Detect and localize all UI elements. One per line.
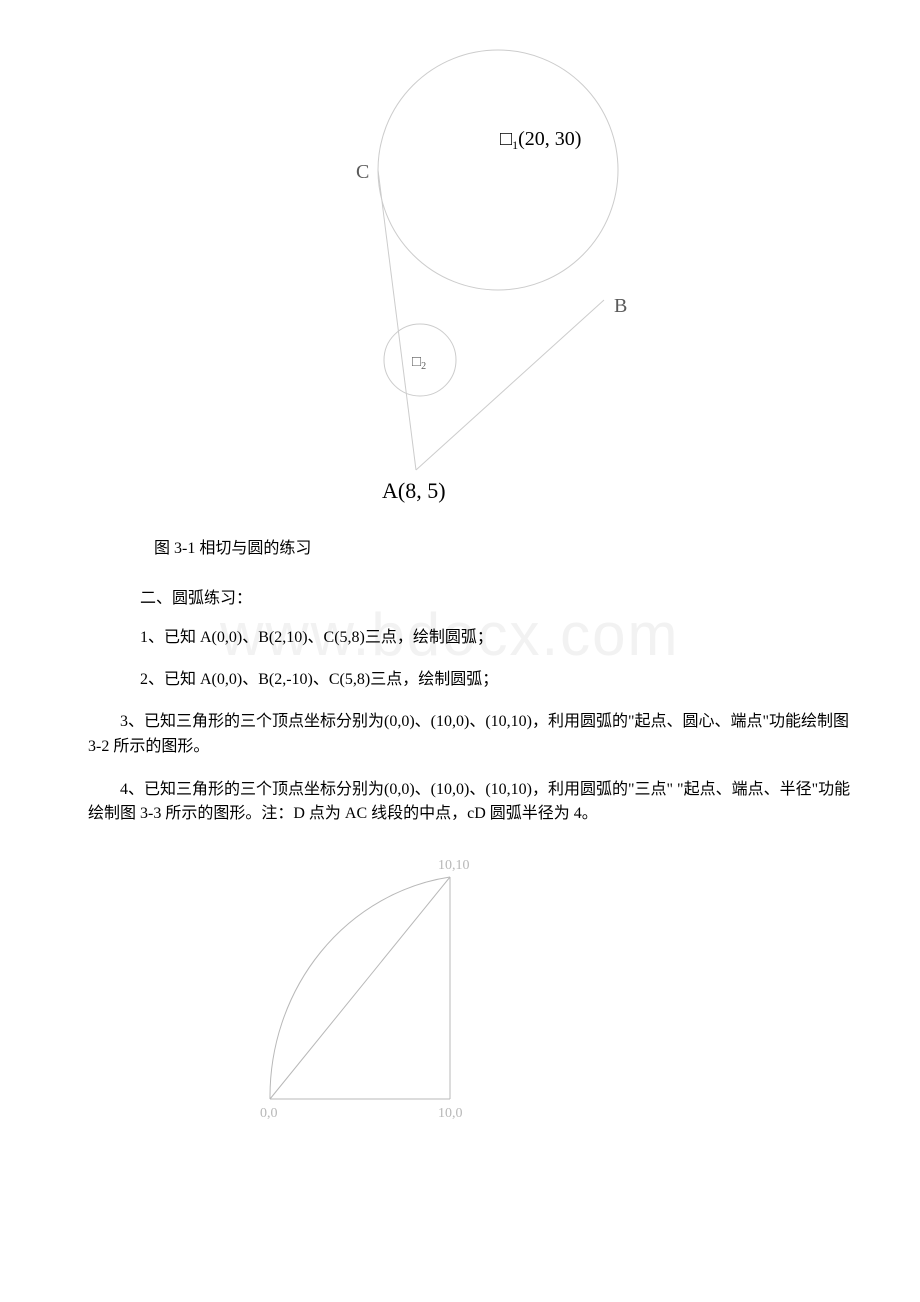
svg-text:0,0: 0,0 <box>260 1106 278 1121</box>
figure-3-2-svg: 0,0 10,0 10,10 <box>230 839 510 1129</box>
svg-text:10,10: 10,10 <box>438 858 470 873</box>
svg-text:B: B <box>614 295 627 317</box>
svg-text:A(8, 5): A(8, 5) <box>382 478 446 503</box>
figure-3-1-caption: 图 3-1 相切与圆的练习 <box>154 534 920 558</box>
exercise-item-3: 3、已知三角形的三个顶点坐标分别为(0,0)、(10,0)、(10,10)，利用… <box>88 710 860 760</box>
svg-text:10,0: 10,0 <box>438 1106 463 1121</box>
exercise-item-1: 1、已知 A(0,0)、B(2,10)、C(5,8)三点，绘制圆弧； <box>140 626 920 650</box>
section-2-heading: 二、圆弧练习： <box>140 584 920 608</box>
exercise-item-4: 4、已知三角形的三个顶点坐标分别为(0,0)、(10,0)、(10,10)，利用… <box>88 778 860 828</box>
svg-text:□2: □2 <box>412 354 426 372</box>
figure-3-1: □1(20, 30) □2 A(8, 5) B C <box>0 0 920 530</box>
exercise-item-2: 2、已知 A(0,0)、B(2,-10)、C(5,8)三点，绘制圆弧； <box>140 668 920 692</box>
figure-3-2: 0,0 10,0 10,10 <box>0 839 920 1129</box>
figure-3-1-svg: □1(20, 30) □2 A(8, 5) B C <box>230 0 690 520</box>
svg-text:□1(20, 30): □1(20, 30) <box>500 128 581 152</box>
page-content: □1(20, 30) □2 A(8, 5) B C 图 3-1 相切与圆的练习 二、圆弧… <box>0 0 920 1129</box>
svg-text:C: C <box>356 161 369 183</box>
